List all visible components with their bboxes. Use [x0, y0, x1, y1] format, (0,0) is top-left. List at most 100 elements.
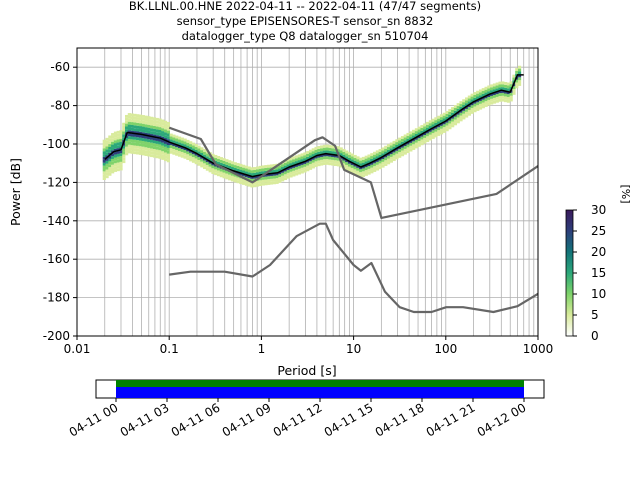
- density-cell: [219, 171, 223, 175]
- density-cell: [364, 164, 368, 168]
- density-cell: [484, 95, 488, 99]
- density-cell: [453, 119, 458, 123]
- density-cell: [303, 161, 307, 164]
- density-cell: [506, 99, 511, 103]
- density-cell: [166, 124, 170, 128]
- density-cell: [328, 156, 332, 160]
- density-cell: [478, 103, 483, 107]
- density-cell: [467, 98, 471, 102]
- density-cell: [437, 115, 441, 119]
- density-cell: [506, 97, 511, 100]
- density-cell: [208, 169, 212, 173]
- density-cell: [155, 120, 159, 124]
- density-cell: [214, 157, 218, 161]
- density-cell: [490, 93, 494, 96]
- density-cell: [492, 83, 497, 87]
- x-tick-label: 10: [346, 342, 361, 356]
- density-cell: [439, 131, 444, 135]
- density-cell: [467, 109, 471, 113]
- density-cell: [403, 146, 407, 149]
- density-cell: [133, 133, 137, 137]
- density-cell: [501, 90, 505, 93]
- time-tick-label: 04-11 00: [67, 400, 121, 439]
- density-cell: [501, 95, 505, 99]
- density-cell: [331, 154, 335, 157]
- density-cell: [230, 175, 235, 179]
- density-cell: [261, 176, 265, 180]
- colorbar-tick-label: 30: [591, 203, 606, 217]
- density-cell: [403, 140, 407, 144]
- density-cell: [138, 134, 143, 138]
- density-cell: [478, 100, 483, 104]
- density-cell: [122, 151, 126, 155]
- density-cell: [133, 136, 137, 140]
- density-cell: [278, 174, 282, 178]
- density-cell: [211, 162, 215, 166]
- density-cell: [222, 169, 226, 173]
- density-cell: [236, 180, 240, 184]
- density-cell: [445, 113, 449, 117]
- density-cell: [373, 169, 377, 172]
- density-cell: [448, 126, 452, 130]
- density-cell: [437, 130, 441, 134]
- density-cell: [158, 127, 162, 130]
- density-cell: [194, 146, 198, 150]
- density-cell: [295, 166, 299, 170]
- density-cell: [504, 96, 508, 100]
- density-cell: [180, 151, 184, 155]
- density-cell: [517, 77, 522, 81]
- density-cell: [152, 154, 157, 158]
- density-cell: [124, 120, 129, 124]
- density-cell: [113, 140, 118, 144]
- density-cell: [214, 169, 218, 173]
- density-cell: [250, 175, 254, 179]
- density-cell: [434, 134, 438, 138]
- density-cell: [191, 142, 196, 146]
- density-cell: [264, 173, 268, 177]
- density-cell: [228, 177, 232, 181]
- density-cell: [517, 83, 522, 86]
- density-cell: [105, 146, 109, 150]
- density-cell: [361, 174, 366, 178]
- density-cell: [133, 113, 137, 117]
- density-cell: [108, 167, 112, 171]
- density-cell: [492, 86, 497, 90]
- density-cell: [308, 164, 313, 167]
- density-cell: [283, 174, 288, 178]
- density-cell: [437, 124, 441, 128]
- density-cell: [127, 144, 131, 148]
- density-cell: [465, 100, 469, 104]
- density-cell: [423, 126, 427, 130]
- density-cell: [130, 150, 134, 154]
- density-cell: [122, 145, 126, 149]
- density-cell: [261, 165, 265, 169]
- density-cell: [459, 101, 463, 105]
- density-cell: [347, 160, 352, 164]
- density-cell: [434, 123, 438, 126]
- density-cell: [113, 148, 118, 152]
- density-cell: [392, 140, 396, 144]
- density-cell: [161, 154, 165, 158]
- density-cell: [414, 139, 419, 143]
- density-cell: [381, 164, 385, 168]
- density-cell: [150, 125, 154, 129]
- density-cell: [130, 136, 134, 140]
- density-cell: [353, 160, 357, 164]
- density-cell: [417, 126, 421, 130]
- density-cell: [414, 142, 419, 146]
- y-tick-label: -100: [43, 137, 70, 151]
- density-cell: [200, 161, 204, 165]
- density-cell: [425, 121, 430, 125]
- density-cell: [239, 166, 243, 170]
- density-cell: [350, 170, 354, 174]
- density-cell: [242, 164, 246, 168]
- grid: [76, 48, 538, 337]
- density-cell: [384, 145, 388, 149]
- density-cell: [122, 122, 126, 126]
- density-cell: [158, 155, 162, 159]
- density-cell: [225, 159, 229, 163]
- density-cell: [130, 127, 134, 131]
- density-cell: [138, 140, 143, 144]
- density-cell: [314, 149, 318, 153]
- density-cell: [150, 142, 154, 146]
